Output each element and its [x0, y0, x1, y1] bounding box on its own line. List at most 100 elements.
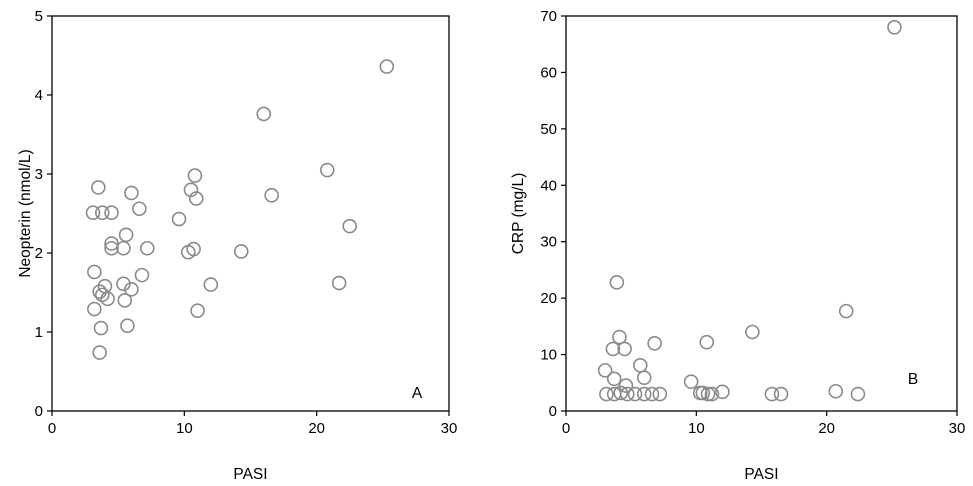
x-tick-label: 30 [949, 420, 966, 437]
data-point [93, 320, 109, 336]
y-tick-label: 0 [35, 403, 43, 420]
data-point [599, 386, 614, 402]
y-tick-label: 2 [35, 245, 43, 262]
y-tick-label: 4 [35, 87, 43, 104]
y-tick-label: 20 [540, 290, 557, 307]
y-tick-label: 0 [549, 403, 557, 420]
data-point [764, 386, 780, 402]
data-point [233, 244, 249, 259]
data-point [124, 185, 139, 201]
data-point [92, 284, 107, 300]
data-point [838, 303, 854, 319]
data-point [190, 303, 205, 318]
data-point [124, 282, 139, 297]
data-point [652, 386, 668, 402]
data-point [139, 240, 155, 256]
data-point [97, 278, 113, 294]
scatter-points [597, 19, 902, 402]
data-point [704, 386, 720, 402]
data-point [342, 218, 358, 234]
data-point [700, 386, 716, 402]
data-point [187, 168, 203, 183]
panel-label: A [412, 385, 423, 402]
data-point [647, 335, 662, 351]
y-tick-label: 3 [35, 166, 43, 183]
data-point [609, 275, 625, 290]
plot-frame [51, 15, 450, 412]
data-point [87, 301, 102, 317]
scatter-points [85, 59, 395, 360]
data-point [627, 386, 643, 402]
y-tick-label: 50 [540, 121, 557, 138]
x-axis-title: PASI [233, 466, 267, 483]
data-point [644, 386, 660, 402]
x-axis-title: PASI [744, 466, 778, 483]
data-point [117, 293, 133, 308]
data-point [887, 19, 902, 35]
data-point [92, 345, 107, 360]
x-tick-label: 30 [441, 420, 458, 437]
data-point [613, 385, 629, 401]
data-point [256, 106, 272, 122]
x-tick-label: 0 [562, 420, 570, 437]
data-point [188, 191, 204, 206]
data-point [699, 334, 715, 350]
data-point [203, 277, 219, 292]
data-point [597, 363, 613, 378]
y-tick-label: 1 [35, 324, 43, 341]
x-tick-label: 10 [688, 420, 705, 437]
data-point [264, 188, 279, 203]
panel-label: B [908, 371, 918, 388]
y-tick-label: 5 [35, 8, 43, 25]
data-point [379, 59, 395, 74]
data-point [632, 357, 648, 373]
y-tick-label: 60 [540, 64, 557, 81]
data-point [186, 241, 201, 257]
data-point [100, 291, 115, 307]
x-axis: 0 10 20 30 [48, 411, 458, 437]
x-axis: 0 10 20 30 [562, 411, 966, 437]
x-tick-label: 20 [818, 420, 835, 437]
data-point [104, 205, 119, 221]
data-point [695, 385, 711, 401]
data-point [85, 205, 101, 221]
data-point [104, 240, 119, 256]
y-axis-title: CRP (mg/L) [510, 173, 527, 255]
y-axis: 0 1 2 3 4 5 [35, 8, 52, 420]
data-point [120, 318, 135, 333]
data-point [132, 201, 147, 217]
plot-frame [565, 15, 958, 412]
y-tick-label: 40 [540, 177, 557, 194]
data-point [617, 341, 632, 357]
data-point [636, 386, 652, 402]
y-tick-label: 10 [540, 347, 557, 364]
data-point [116, 240, 131, 256]
data-point [850, 386, 866, 402]
data-point [118, 227, 134, 243]
y-axis: 0 10 20 30 40 50 60 70 [540, 8, 566, 420]
y-tick-label: 30 [540, 234, 557, 251]
data-point [171, 211, 187, 227]
data-point [618, 378, 634, 393]
data-point [773, 386, 789, 402]
data-point [606, 371, 622, 387]
data-point [828, 383, 844, 399]
x-tick-label: 0 [48, 420, 56, 437]
data-point [605, 341, 621, 357]
data-point [91, 180, 106, 195]
data-point [745, 324, 760, 340]
x-tick-label: 20 [308, 420, 325, 437]
y-axis-title: Neopterin (nmol/L) [17, 149, 34, 277]
data-point [636, 370, 652, 386]
data-point [683, 374, 699, 389]
x-tick-label: 10 [176, 420, 193, 437]
panel-a-neopterin: 0 10 20 30 0 1 2 3 4 5 PASI Neopterin (nmol/L) A [17, 8, 457, 483]
data-point [319, 162, 335, 178]
data-point [87, 264, 102, 280]
data-point [612, 329, 627, 345]
data-point [134, 267, 150, 283]
data-point [715, 384, 730, 400]
data-point [619, 386, 635, 402]
